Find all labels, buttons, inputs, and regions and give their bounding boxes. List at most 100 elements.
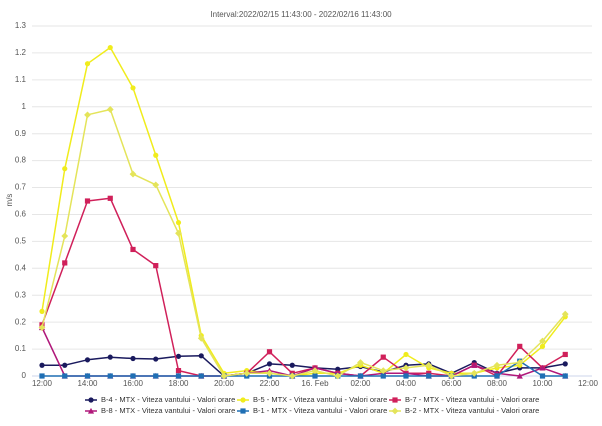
y-tick-label: 1 xyxy=(22,102,27,111)
point xyxy=(107,373,113,379)
point xyxy=(153,373,159,379)
x-tick-label: 04:00 xyxy=(396,379,417,388)
point xyxy=(175,229,182,237)
point xyxy=(539,373,546,379)
x-tick-label: 12:00 xyxy=(578,379,599,388)
point xyxy=(130,246,136,253)
x-tick-label: 10:00 xyxy=(532,379,553,388)
point xyxy=(562,351,568,358)
point xyxy=(198,373,204,379)
y-tick-label: 0.9 xyxy=(15,129,27,138)
point xyxy=(392,397,398,403)
legend-label: B-7 - MTX - Viteza vantului - Valori ora… xyxy=(405,395,539,404)
point xyxy=(61,232,69,240)
point xyxy=(240,408,246,414)
point xyxy=(107,195,113,201)
x-tick-label: 18:00 xyxy=(168,379,189,388)
point xyxy=(335,366,341,372)
point xyxy=(266,361,273,367)
point xyxy=(175,373,182,379)
x-tick-label: 20:00 xyxy=(214,379,235,388)
point xyxy=(197,334,205,342)
y-tick-label: 0.3 xyxy=(15,290,27,299)
y-axis-label: m/s xyxy=(5,194,14,207)
point xyxy=(62,362,68,368)
point xyxy=(516,359,524,366)
point xyxy=(403,373,409,379)
legend-label: B-1 - MTX - Viteza vantului - Valori ora… xyxy=(253,406,387,415)
point xyxy=(152,181,160,189)
point xyxy=(84,198,91,204)
point xyxy=(62,166,68,172)
point xyxy=(175,219,182,226)
y-tick-label: 0.6 xyxy=(15,210,27,219)
point xyxy=(380,373,386,379)
point xyxy=(539,337,546,345)
y-tick-label: 0.5 xyxy=(15,236,27,245)
point xyxy=(357,373,364,379)
point xyxy=(403,351,409,358)
point xyxy=(130,355,136,362)
series-line xyxy=(42,360,566,377)
y-tick-label: 0 xyxy=(22,371,27,380)
y-tick-label: 0.2 xyxy=(15,317,27,326)
legend-label: B-2 - MTX - Viteza vantului - Valori ora… xyxy=(405,406,539,415)
point xyxy=(266,369,273,377)
point xyxy=(129,170,137,178)
point xyxy=(107,44,113,51)
point xyxy=(380,354,386,360)
point xyxy=(88,397,94,403)
point xyxy=(471,362,478,368)
legend-label: B-5 - MTX - Viteza vantului - Valori ora… xyxy=(253,395,387,404)
point xyxy=(516,372,523,379)
point xyxy=(311,367,319,375)
point xyxy=(84,357,91,363)
point xyxy=(107,354,113,360)
point xyxy=(39,362,45,368)
y-tick-label: 0.4 xyxy=(15,263,27,272)
point xyxy=(379,367,387,375)
series-line xyxy=(42,355,566,377)
y-tick-label: 1.1 xyxy=(15,75,27,84)
point xyxy=(175,368,182,374)
point xyxy=(561,310,569,318)
point xyxy=(84,373,91,379)
y-tick-label: 1.3 xyxy=(15,21,27,30)
point xyxy=(38,324,46,331)
point xyxy=(62,260,68,266)
y-tick-label: 0.7 xyxy=(15,183,27,192)
point xyxy=(470,369,478,377)
point xyxy=(288,372,296,380)
x-tick-label: 16:00 xyxy=(123,379,144,388)
point xyxy=(494,373,500,379)
y-tick-label: 0.8 xyxy=(15,156,27,165)
point xyxy=(39,308,45,314)
point xyxy=(130,85,136,91)
point xyxy=(243,369,251,377)
point xyxy=(391,407,399,415)
legend-label: B-4 - MTX - Viteza vantului - Valori ora… xyxy=(101,395,235,404)
point xyxy=(84,61,91,67)
point xyxy=(426,373,432,379)
x-tick-label: 16. Feb xyxy=(301,379,329,388)
point xyxy=(87,407,95,414)
x-tick-label: 22:00 xyxy=(259,379,280,388)
point xyxy=(130,373,136,379)
point xyxy=(539,343,546,349)
point xyxy=(539,364,546,371)
point xyxy=(312,373,318,379)
point xyxy=(266,349,273,355)
point xyxy=(562,373,568,379)
x-tick-label: 08:00 xyxy=(487,379,508,388)
point xyxy=(62,373,68,379)
point xyxy=(240,397,246,403)
point xyxy=(357,359,364,366)
point xyxy=(448,372,455,380)
point xyxy=(175,353,182,359)
point xyxy=(84,111,91,119)
point xyxy=(198,353,204,359)
y-tick-label: 1.2 xyxy=(15,48,27,57)
point xyxy=(425,361,433,369)
